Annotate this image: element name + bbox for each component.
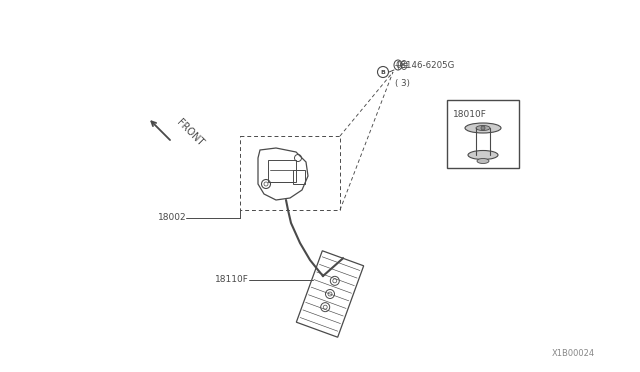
Ellipse shape (477, 158, 489, 164)
Bar (447, 100, 519, 168)
Ellipse shape (468, 151, 498, 160)
Text: 18110F: 18110F (215, 276, 249, 285)
Bar (240, 136, 340, 210)
Text: FRONT: FRONT (175, 117, 205, 148)
Text: 08146-6205G: 08146-6205G (395, 61, 454, 70)
Text: 18010F: 18010F (453, 110, 487, 119)
Bar (293, 170, 305, 184)
Text: X1B00024: X1B00024 (552, 349, 595, 358)
Ellipse shape (476, 125, 490, 131)
Ellipse shape (465, 123, 501, 133)
Bar (268, 160, 296, 182)
Text: ( 3): ( 3) (395, 79, 410, 88)
Text: B: B (381, 70, 385, 75)
Circle shape (481, 126, 485, 130)
Text: 18002: 18002 (158, 214, 187, 222)
